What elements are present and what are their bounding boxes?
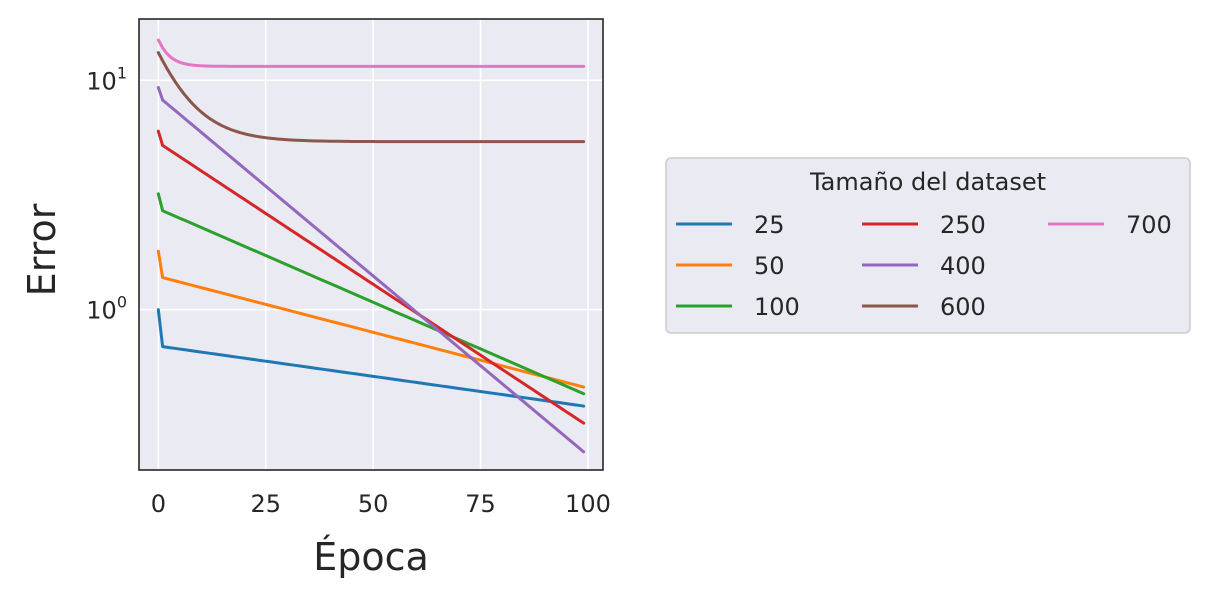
legend-label-400: 400 [940, 252, 986, 280]
legend-label-50: 50 [754, 252, 785, 280]
plot-area [139, 19, 603, 470]
series-line-600 [156, 51, 586, 144]
x-tick-label: 25 [250, 490, 281, 518]
x-tick-label: 0 [151, 490, 166, 518]
series-line-700 [156, 38, 586, 68]
y-tick-label: 101 [86, 63, 127, 95]
grid [139, 19, 603, 470]
series-line-100 [156, 192, 586, 396]
legend: Tamaño del dataset 25 50 100 250 400 600 700 [665, 157, 1191, 334]
series-line-50 [156, 249, 586, 389]
legend-label-250: 250 [940, 211, 986, 239]
x-tick-label: 50 [358, 490, 389, 518]
legend-label-700: 700 [1126, 211, 1172, 239]
series-line-25 [156, 308, 586, 408]
legend-label-100: 100 [754, 293, 800, 321]
series-lines [156, 38, 586, 454]
legend-title: Tamaño del dataset [809, 168, 1046, 196]
x-tick-label: 75 [465, 490, 496, 518]
x-tick-label: 100 [565, 490, 611, 518]
y-axis-label: Error [20, 203, 64, 296]
series-line-250 [156, 129, 586, 425]
tick-labels: 0 25 50 75 100 100 101 [86, 63, 611, 518]
legend-label-25: 25 [754, 211, 785, 239]
series-line-400 [156, 86, 586, 454]
y-tick-label: 100 [86, 293, 127, 325]
legend-box [665, 157, 1191, 334]
x-axis-label: Época [313, 535, 429, 579]
plot-frame [138, 18, 604, 471]
legend-label-600: 600 [940, 293, 986, 321]
